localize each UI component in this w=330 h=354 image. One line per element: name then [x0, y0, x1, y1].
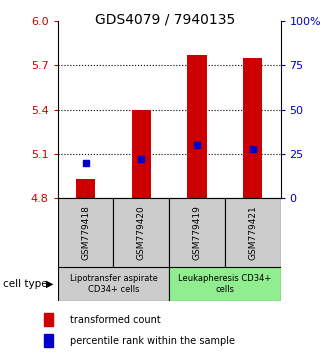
Text: Leukapheresis CD34+
cells: Leukapheresis CD34+ cells — [178, 274, 272, 294]
Bar — [169, 267, 280, 301]
Text: GSM779419: GSM779419 — [192, 205, 202, 260]
Bar — [243, 58, 262, 198]
Bar — [169, 198, 225, 267]
Bar — [114, 198, 169, 267]
Bar — [132, 110, 151, 198]
Bar — [187, 55, 207, 198]
Bar — [76, 179, 95, 198]
Bar — [225, 198, 280, 267]
Bar — [58, 267, 169, 301]
Text: Lipotransfer aspirate
CD34+ cells: Lipotransfer aspirate CD34+ cells — [70, 274, 157, 294]
Text: transformed count: transformed count — [70, 315, 161, 325]
Text: ▶: ▶ — [46, 279, 53, 289]
Bar — [44, 313, 53, 326]
Text: GSM779421: GSM779421 — [248, 205, 257, 260]
Text: GDS4079 / 7940135: GDS4079 / 7940135 — [95, 12, 235, 27]
Bar — [58, 198, 114, 267]
Bar — [44, 334, 53, 347]
Text: percentile rank within the sample: percentile rank within the sample — [70, 336, 235, 346]
Text: cell type: cell type — [3, 279, 48, 289]
Text: GSM779418: GSM779418 — [81, 205, 90, 260]
Text: GSM779420: GSM779420 — [137, 205, 146, 260]
